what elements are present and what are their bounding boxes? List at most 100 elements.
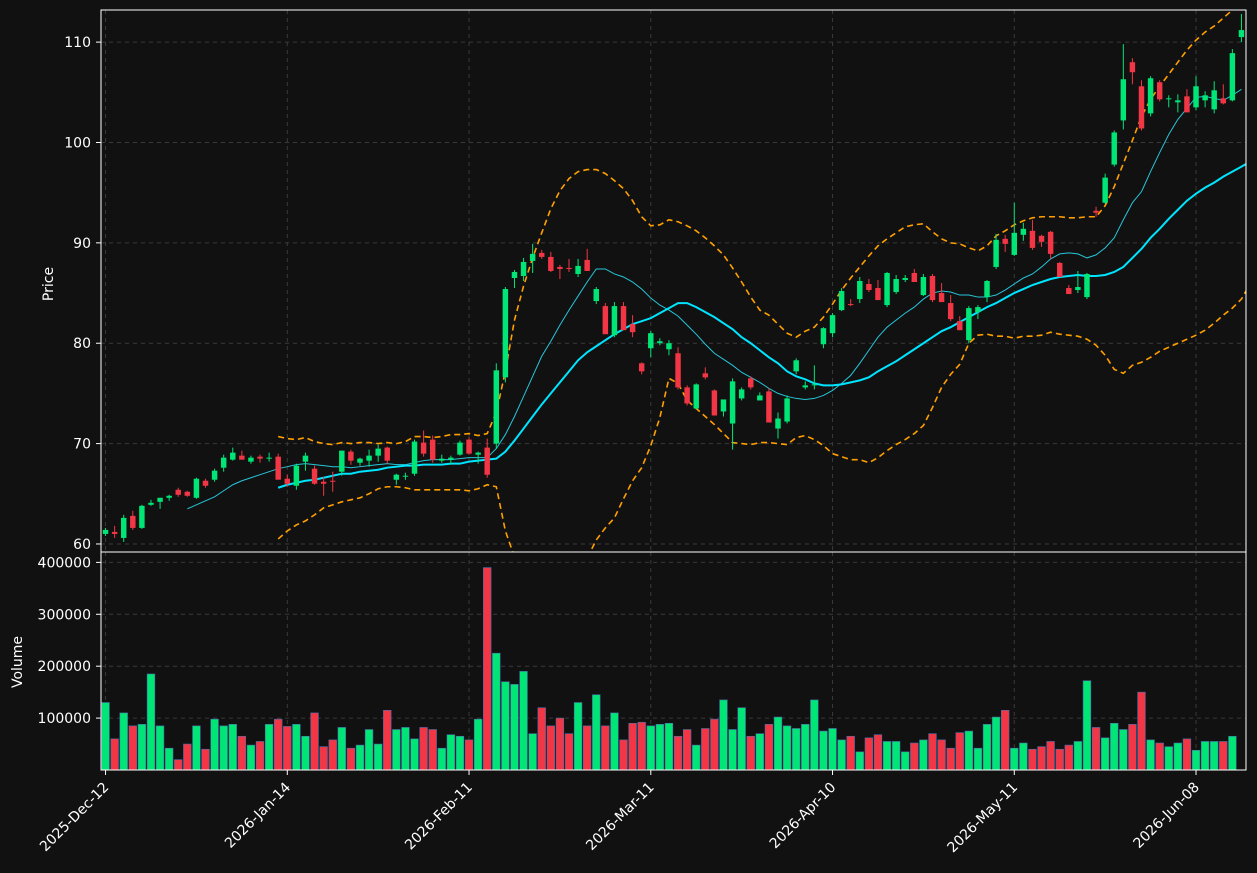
candle-body [402, 475, 409, 477]
volume-bar [655, 724, 665, 770]
volume-bar [873, 734, 883, 770]
candle-body [1066, 288, 1072, 295]
volume-bar [464, 739, 474, 770]
volume-bar [1037, 746, 1046, 770]
volume-bar [1146, 739, 1155, 770]
volume-bar [937, 739, 946, 770]
volume-bars [101, 567, 1237, 770]
candle-body [675, 353, 681, 388]
volume-bar [146, 673, 156, 770]
candle-body [475, 452, 481, 455]
price-panel: 60 70 80 90 100 110 [64, 9, 1247, 553]
volume-bar [1137, 691, 1146, 770]
volume-bar [628, 722, 637, 770]
candle-body [966, 308, 972, 341]
candle-body [429, 439, 436, 460]
candle-body [130, 515, 136, 528]
volume-bar [755, 733, 764, 770]
volume-bar [882, 741, 892, 770]
candle-body [202, 480, 209, 486]
volume-bar [864, 737, 874, 770]
candle-body [1175, 100, 1181, 103]
volume-bar [728, 729, 737, 770]
candle-body [511, 271, 518, 278]
volume-bar [110, 738, 119, 770]
volume-bar [583, 725, 592, 770]
volume-bar [428, 729, 437, 770]
candle-body [993, 239, 999, 267]
candle-body [348, 451, 354, 461]
volume-bar [519, 671, 528, 770]
volume-bar [719, 699, 728, 770]
volume-bar [737, 707, 746, 770]
volume-bar [137, 724, 147, 770]
volume-panel: 100000 200000 300000 400000 [38, 551, 1247, 771]
candle-body [211, 470, 218, 480]
candle-body [1238, 30, 1245, 38]
candle-body [166, 495, 172, 498]
candle-body [902, 277, 908, 280]
candle-body [302, 455, 309, 462]
candle-body [1120, 79, 1127, 121]
volume-bar [319, 746, 328, 770]
volume-bar [1110, 722, 1119, 770]
volume-bar [364, 729, 374, 770]
volume-bar [546, 725, 555, 770]
volume-bar [528, 733, 537, 770]
candle-body [702, 373, 709, 378]
volume-bar [1100, 737, 1110, 770]
volume-bar [501, 681, 510, 770]
volume-bar [891, 741, 901, 770]
candle-body [493, 370, 500, 444]
candle-body [439, 458, 445, 461]
volume-bar [392, 729, 401, 770]
volume-bar [1046, 741, 1055, 770]
volume-bar [237, 735, 247, 770]
volume-bar [537, 707, 546, 770]
candle-body [602, 306, 609, 335]
volume-bar [1082, 680, 1092, 770]
candle-body [666, 343, 672, 350]
volume-tick-label: 400000 [38, 555, 91, 571]
candle-body [1038, 235, 1045, 242]
candle-body [566, 267, 572, 269]
candle-body [1156, 82, 1163, 100]
price-tick-label: 100 [64, 135, 91, 151]
candle-body [320, 481, 327, 484]
candle-body [339, 450, 345, 472]
volume-bar [792, 728, 801, 770]
candle-body [184, 491, 191, 496]
ma-slow-line [277, 162, 1246, 489]
candle-body [330, 480, 336, 482]
candle-body [275, 456, 281, 480]
candle-body [1211, 90, 1217, 110]
candle-body [938, 293, 945, 303]
candle-body [1129, 62, 1136, 73]
candle-body [784, 398, 790, 422]
volume-bar [274, 718, 283, 770]
volume-bar [746, 735, 755, 770]
volume-bar [701, 728, 710, 770]
volume-bar [592, 694, 601, 770]
volume-bar [310, 712, 319, 770]
candle-body [684, 387, 690, 404]
candle-body [384, 447, 390, 461]
volume-bar [1164, 746, 1173, 770]
volume-panel-frame [100, 551, 1247, 771]
candle-body [648, 333, 654, 349]
candle-body [120, 517, 127, 538]
volume-bar [1155, 742, 1164, 770]
volume-bar [664, 722, 674, 770]
volume-bar [610, 712, 619, 770]
volume-bar [1219, 741, 1228, 770]
candle-body [1084, 273, 1090, 298]
volume-bar [219, 725, 228, 770]
candle-body [975, 307, 981, 313]
volume-bar [446, 734, 456, 770]
candle-body [875, 288, 881, 301]
volume-bar [928, 733, 937, 770]
volume-bar [973, 747, 983, 770]
candle-body [884, 272, 890, 306]
volume-bar [646, 725, 655, 770]
candle-body [520, 261, 527, 276]
